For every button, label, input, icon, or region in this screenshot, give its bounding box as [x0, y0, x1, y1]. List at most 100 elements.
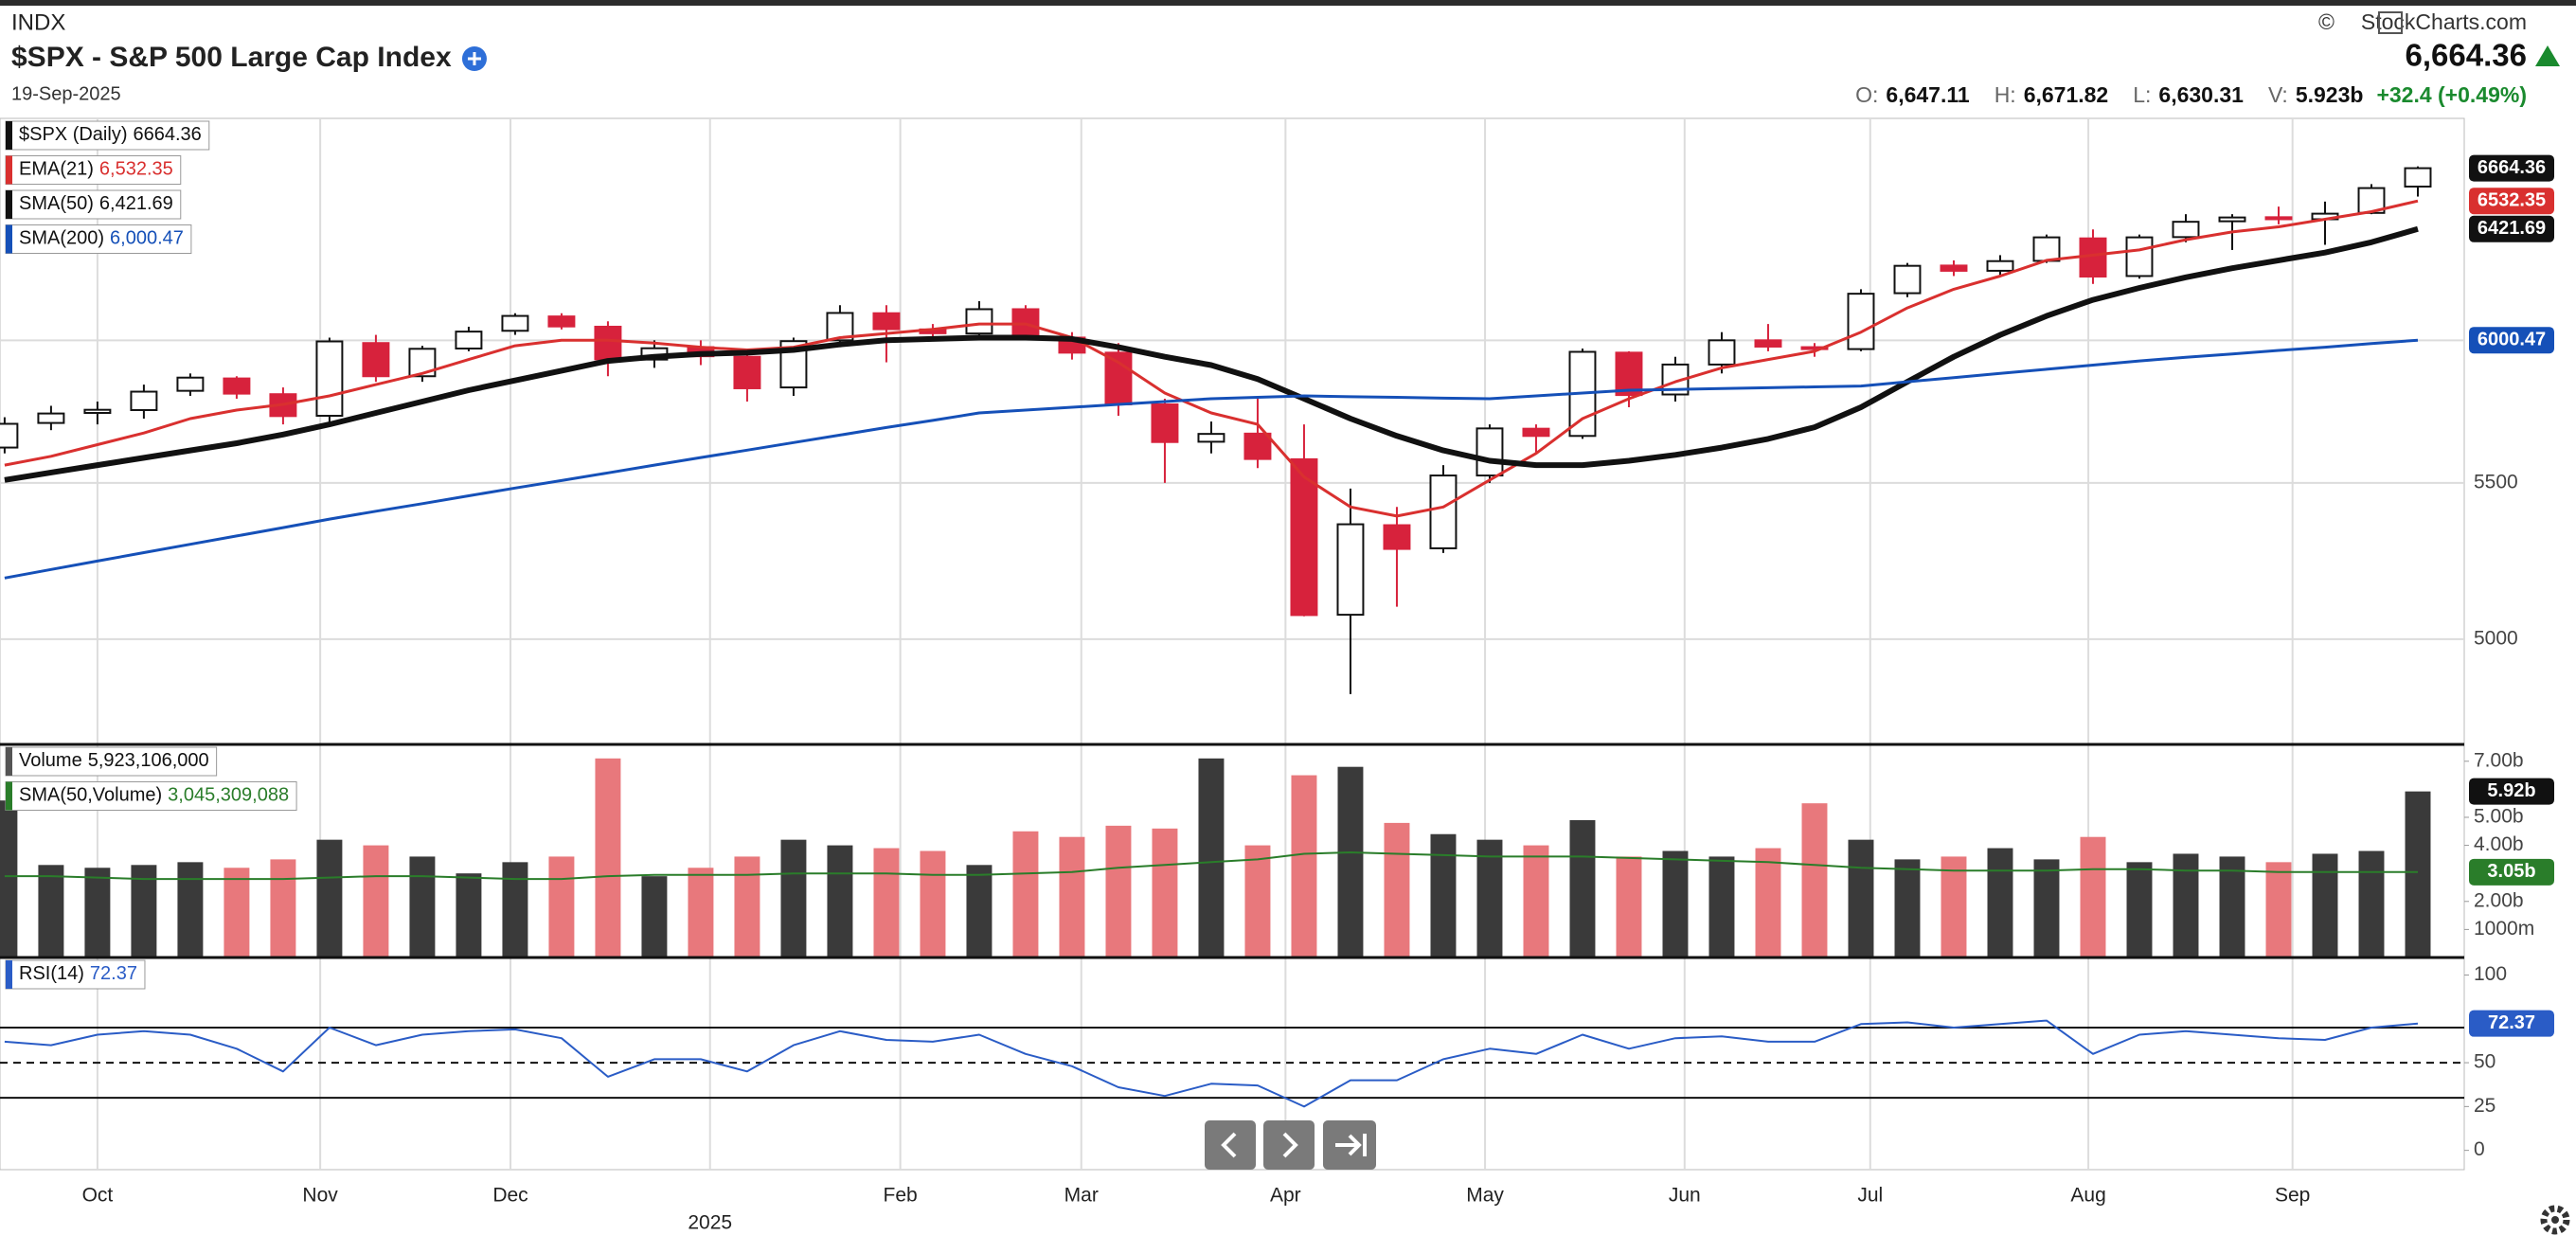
volume-bar: [595, 758, 621, 958]
indicator-line: [4, 225, 2419, 483]
volume-bar: [2312, 853, 2338, 958]
candle-body: [1754, 339, 1782, 348]
add-button[interactable]: [461, 46, 487, 71]
scroll-forward-button[interactable]: [1263, 1120, 1315, 1170]
legend-item: $SPX (Daily) 6664.36: [5, 120, 210, 151]
price-change: +32.4 (+0.49%): [2376, 82, 2527, 107]
x-tick-label: Dec: [492, 1185, 528, 1207]
legend-name: Volume: [19, 750, 82, 771]
candle-body: [826, 312, 854, 342]
ohlc-line: O: 6,647.11 H: 6,671.82 L: 6,630.31 V: 5.923b +3…: [1855, 82, 2527, 107]
legend-value: 3,045,309,088: [168, 785, 289, 806]
logo-icon: [2378, 11, 2403, 34]
volume-bar: [2173, 853, 2199, 958]
chart-date: 19-Sep-2025: [11, 83, 121, 104]
x-tick-label: Nov: [302, 1185, 338, 1207]
legend-text: SMA(200) 6,000.47: [19, 228, 184, 249]
y-tick-label: 4.00b: [2474, 833, 2524, 855]
y-tick-label: 1000m: [2474, 918, 2534, 940]
candle-body: [1429, 474, 1458, 549]
volume-bar: [224, 868, 250, 958]
end-label: 6532.35: [2478, 189, 2546, 210]
up-arrow: [2535, 45, 2560, 66]
candle-body: [1104, 351, 1133, 405]
volume-bar: [873, 848, 900, 958]
legend-name: SMA(50): [19, 193, 94, 214]
x-tick-label: Feb: [884, 1185, 918, 1207]
legend-name: SMA(200): [19, 228, 104, 249]
x-tick-label: Mar: [1064, 1185, 1099, 1207]
button-bg[interactable]: [1205, 1120, 1256, 1170]
candle-body: [1615, 351, 1643, 397]
legend-value: 5,923,106,000: [88, 750, 209, 771]
volume-bar: [2358, 850, 2385, 958]
legend-box: [5, 155, 182, 185]
legend-name: SMA(50,Volume): [19, 785, 162, 806]
scroll-back-button[interactable]: [1205, 1120, 1256, 1170]
y-tick-label: 2.00b: [2474, 889, 2524, 911]
end-label: 3.05b: [2487, 861, 2535, 882]
gear[interactable]: [2540, 1205, 2570, 1235]
volume-bar: [2126, 862, 2153, 958]
legend-name: RSI(14): [19, 963, 84, 984]
candle-body: [1893, 264, 1922, 295]
indicator-line: [4, 851, 2419, 881]
volume-bar: [38, 865, 64, 958]
volume-bar: [0, 800, 18, 958]
x-tick-label: Jun: [1669, 1185, 1701, 1207]
legend-box: [5, 120, 210, 151]
volume-bar: [2080, 836, 2106, 958]
volume-bar: [641, 876, 668, 958]
add-plus[interactable]: [467, 52, 481, 65]
legend-swatch: [6, 781, 12, 811]
legend-swatch: [6, 155, 12, 185]
candle-body: [2218, 216, 2246, 223]
volume-bar: [2265, 862, 2292, 958]
end-label-box: [2469, 858, 2554, 886]
indicator-line: [4, 199, 2419, 518]
legend-swatch: [6, 121, 12, 150]
volume-bar: [409, 856, 436, 958]
candle-body: [362, 342, 390, 378]
x-tick-label: May: [1466, 1185, 1504, 1207]
volume-bar: [2219, 856, 2245, 958]
candle-body: [594, 325, 622, 361]
y-tick-label: 7.00b: [2474, 749, 2524, 771]
volume-bar: [1523, 845, 1549, 958]
scroll-end-button[interactable]: [1323, 1120, 1376, 1170]
legend-item: EMA(21) 6,532.35: [5, 155, 182, 185]
legend-text: SMA(50) 6,421.69: [19, 193, 173, 214]
settings-button[interactable]: [2540, 1205, 2570, 1235]
legend-text: $SPX (Daily) 6664.36: [19, 124, 202, 145]
volume-bar: [1012, 831, 1039, 958]
legend-value: 72.37: [90, 963, 137, 984]
legend-box: [5, 189, 182, 220]
brand-logo[interactable]: © StockCharts.com: [2318, 9, 2527, 34]
volume-bar: [270, 859, 296, 958]
button-icon: [1335, 1134, 1367, 1156]
y-tick-label: 5000: [2474, 627, 2518, 649]
copyright: ©: [2318, 9, 2334, 34]
gear-hub: [2551, 1216, 2559, 1224]
candle-body: [965, 308, 993, 335]
legend-name: $SPX (Daily): [19, 124, 127, 145]
x-tick-label: Sep: [2275, 1185, 2310, 1207]
x-year-label: 2025: [688, 1212, 732, 1234]
legend-text: EMA(21) 6,532.35: [19, 159, 173, 180]
candle-body: [501, 314, 529, 332]
candle-body: [130, 390, 158, 411]
volume-bar: [1152, 828, 1178, 958]
ohlc-value: 6,647.11: [1886, 82, 1969, 107]
top-bar: [0, 0, 2576, 6]
volume-bar: [827, 845, 853, 958]
end-label: 6664.36: [2478, 157, 2546, 178]
candle-body: [2032, 236, 2061, 262]
volume-bar: [1430, 833, 1457, 958]
legend-value: 6,421.69: [99, 193, 173, 214]
candle-body: [37, 412, 65, 424]
button-bg[interactable]: [1263, 1120, 1315, 1170]
volume-bar: [2033, 859, 2060, 958]
volume-bar: [363, 845, 389, 958]
x-tick-label: Aug: [2070, 1185, 2105, 1207]
volume-bar: [1848, 839, 1874, 958]
